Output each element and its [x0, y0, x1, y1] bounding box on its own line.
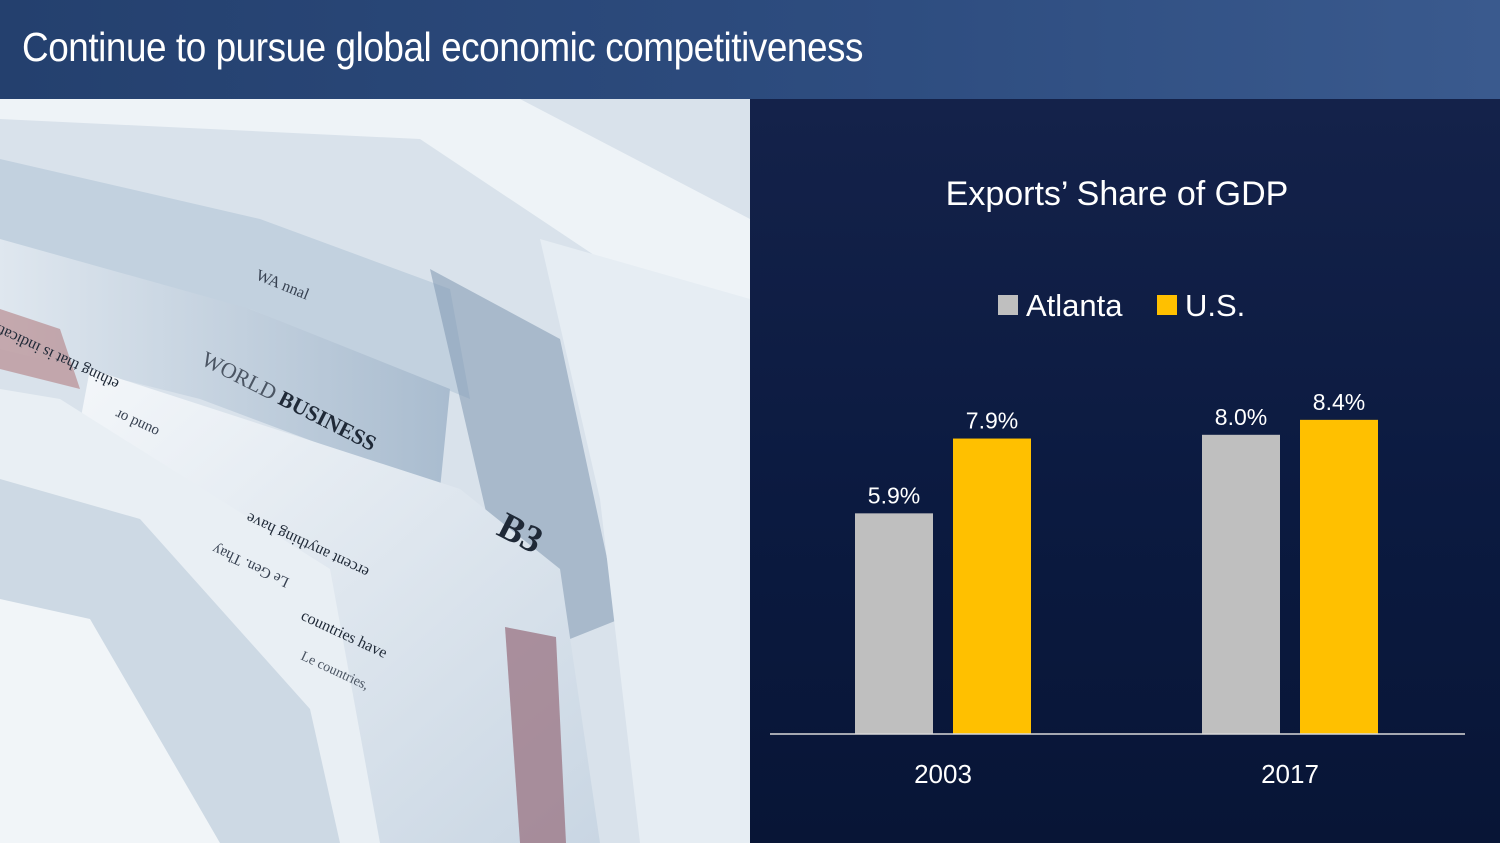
chart-legend: Atlanta U.S. [998, 288, 1245, 323]
legend-swatch-atlanta [998, 295, 1018, 315]
newspaper-photo: WORLD BUSINESS B3 WA nnal ething that is… [0, 99, 750, 843]
x-tick-label: 2003 [914, 759, 972, 789]
slide-title: Continue to pursue global economic compe… [22, 24, 864, 70]
bar-chart: Exports’ Share of GDP Atlanta U.S. 5.9% 7.… [770, 175, 1465, 789]
chart-title: Exports’ Share of GDP [946, 175, 1289, 213]
bar-us-2017 [1300, 419, 1378, 734]
legend-label-us: U.S. [1185, 288, 1245, 323]
chart-bars: 5.9% 7.9% 8.0% 8.4% [855, 389, 1378, 734]
bar-atlanta-2017 [1202, 434, 1280, 734]
newspaper-illustration: WORLD BUSINESS B3 WA nnal ething that is… [0, 99, 750, 843]
data-label-us-2003: 7.9% [966, 408, 1018, 434]
x-axis-ticks: 2003 2017 [914, 759, 1319, 789]
x-tick-label: 2017 [1261, 759, 1319, 789]
data-label-atlanta-2017: 8.0% [1215, 404, 1267, 430]
legend-label-atlanta: Atlanta [1026, 288, 1123, 323]
data-label-us-2017: 8.4% [1313, 389, 1365, 415]
data-label-atlanta-2003: 5.9% [868, 482, 920, 508]
bar-us-2003 [953, 438, 1031, 734]
bar-atlanta-2003 [855, 513, 933, 734]
legend-swatch-us [1157, 295, 1177, 315]
title-bar: Continue to pursue global economic compe… [0, 0, 1500, 99]
